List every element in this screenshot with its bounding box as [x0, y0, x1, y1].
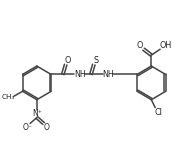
Text: O: O	[137, 41, 143, 50]
Text: NH: NH	[74, 70, 86, 80]
Text: O⁻: O⁻	[22, 123, 32, 132]
Text: O: O	[65, 56, 71, 65]
Text: OH: OH	[160, 41, 172, 50]
Text: O: O	[44, 123, 49, 132]
Text: S: S	[93, 56, 98, 65]
Text: NH: NH	[102, 70, 114, 80]
Text: CH₃: CH₃	[1, 94, 15, 100]
Text: Cl: Cl	[154, 108, 162, 117]
Text: N⁺: N⁺	[32, 109, 42, 118]
